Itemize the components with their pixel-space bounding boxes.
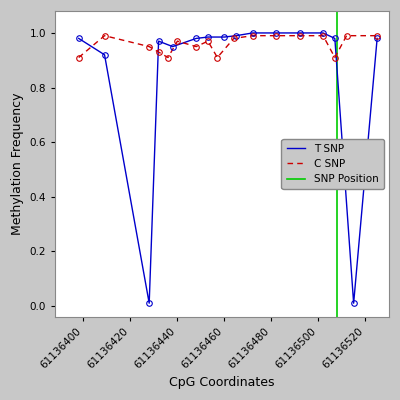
Legend: T SNP, C SNP, SNP Position: T SNP, C SNP, SNP Position (282, 138, 384, 189)
Y-axis label: Methylation Frequency: Methylation Frequency (11, 93, 24, 235)
X-axis label: CpG Coordinates: CpG Coordinates (169, 376, 275, 389)
